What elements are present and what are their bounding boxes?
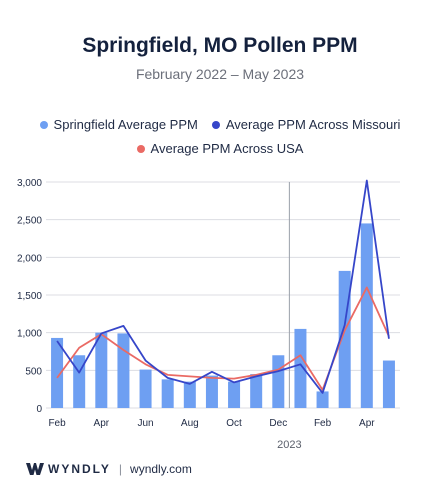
legend-swatch-springfield bbox=[39, 120, 48, 129]
x-tick-label: Apr bbox=[359, 418, 375, 429]
legend-label-springfield: Springfield Average PPM bbox=[53, 117, 198, 132]
bar bbox=[294, 328, 307, 408]
bar bbox=[272, 355, 285, 408]
y-tick-label: 0 bbox=[36, 404, 42, 415]
bar bbox=[382, 360, 395, 408]
chart-title: Springfield, MO Pollen PPM bbox=[82, 34, 358, 57]
y-tick-label: 1,000 bbox=[17, 329, 42, 340]
legend-row-1: Springfield Average PPM Average PPM Acro… bbox=[0, 117, 440, 132]
y-tick-label: 2,500 bbox=[17, 216, 42, 227]
wyndly-logo-icon bbox=[26, 463, 44, 475]
year-label: 2023 bbox=[277, 439, 301, 451]
legend-swatch-missouri bbox=[211, 120, 220, 129]
x-tick-label: Feb bbox=[314, 418, 332, 429]
bar bbox=[360, 223, 373, 408]
footer-url[interactable]: wyndly.com bbox=[130, 462, 192, 476]
footer-brand: WYNDLY bbox=[48, 462, 111, 476]
legend-label-missouri: Average PPM Across Missouri bbox=[225, 117, 401, 132]
legend-row-2: Average PPM Across USA bbox=[0, 141, 440, 156]
bar bbox=[139, 369, 152, 408]
x-tick-label: Aug bbox=[181, 418, 199, 429]
bar bbox=[95, 332, 108, 408]
legend-item-missouri: Average PPM Across Missouri bbox=[211, 117, 401, 132]
bar bbox=[316, 391, 329, 408]
bar bbox=[117, 333, 130, 408]
bar bbox=[51, 337, 64, 408]
footer-separator: | bbox=[118, 462, 123, 476]
x-tick-label: Feb bbox=[48, 418, 66, 429]
legend-item-usa: Average PPM Across USA bbox=[136, 141, 304, 156]
y-tick-label: 500 bbox=[25, 366, 42, 377]
bar bbox=[183, 381, 196, 408]
missouri-line bbox=[56, 179, 390, 394]
legend-item-springfield: Springfield Average PPM bbox=[39, 117, 198, 132]
bar bbox=[250, 374, 263, 408]
legend-label-usa: Average PPM Across USA bbox=[150, 141, 304, 156]
y-tick-label: 3,000 bbox=[17, 178, 42, 189]
bar bbox=[205, 375, 218, 408]
y-tick-label: 1,500 bbox=[17, 291, 42, 302]
x-tick-label: Apr bbox=[94, 418, 110, 429]
y-tick-label: 2,000 bbox=[17, 253, 42, 264]
bar bbox=[161, 379, 174, 408]
chart-subtitle: February 2022 – May 2023 bbox=[135, 66, 305, 82]
bar bbox=[73, 355, 86, 408]
x-tick-label: Dec bbox=[269, 418, 287, 429]
bar bbox=[228, 381, 241, 408]
legend-swatch-usa bbox=[136, 144, 145, 153]
x-tick-label: Jun bbox=[138, 418, 154, 429]
footer: WYNDLY | wyndly.com bbox=[26, 462, 192, 476]
x-tick-label: Oct bbox=[226, 418, 242, 429]
